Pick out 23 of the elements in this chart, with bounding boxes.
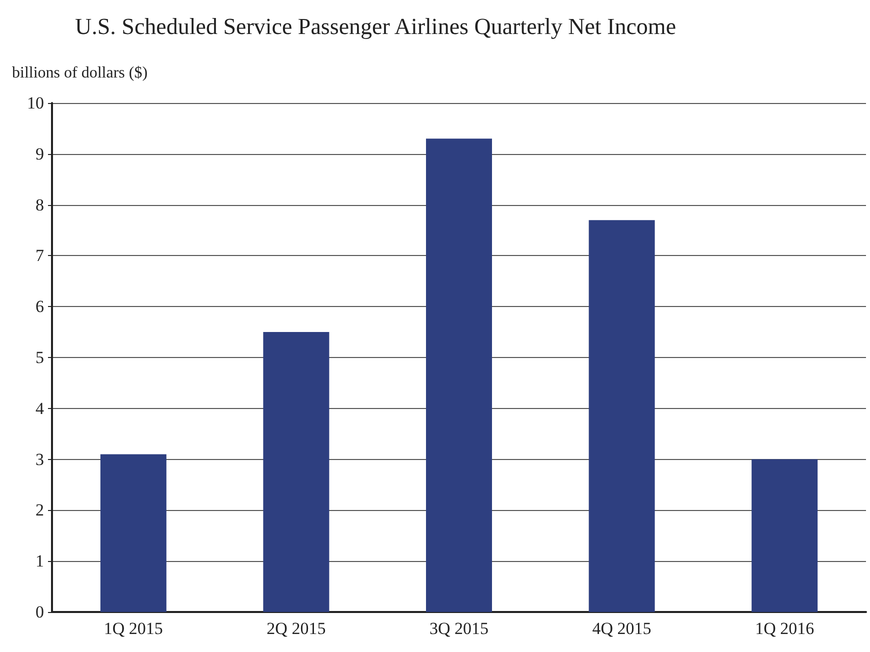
y-tick-label: 8	[36, 195, 44, 214]
y-tick-label: 9	[36, 144, 44, 164]
y-tick-label: 3	[36, 450, 44, 469]
y-tick-label: 4	[36, 398, 44, 418]
y-tick-label: 1	[36, 552, 44, 571]
y-tick-label: 6	[36, 297, 44, 316]
bar	[263, 332, 330, 612]
y-tick-label: 10	[27, 94, 44, 112]
y-tick-label: 2	[36, 500, 44, 520]
x-tick-label: 1Q 2015	[104, 619, 163, 638]
bar	[752, 459, 818, 612]
x-tick-label: 2Q 2015	[266, 619, 326, 638]
y-tick-label: 0	[36, 602, 44, 622]
y-axis-title: billions of dollars ($)	[12, 64, 148, 82]
bar	[426, 138, 492, 612]
x-tick-label: 1Q 2016	[755, 619, 814, 638]
chart-title: U.S. Scheduled Service Passenger Airlines Quarterly Net Income	[75, 14, 676, 39]
x-tick-label: 3Q 2015	[429, 619, 489, 638]
x-tick-label: 4Q 2015	[592, 619, 652, 638]
y-tick-label: 7	[36, 246, 44, 266]
y-tick-label: 5	[36, 348, 44, 367]
bar	[100, 454, 166, 612]
bar	[588, 220, 655, 612]
